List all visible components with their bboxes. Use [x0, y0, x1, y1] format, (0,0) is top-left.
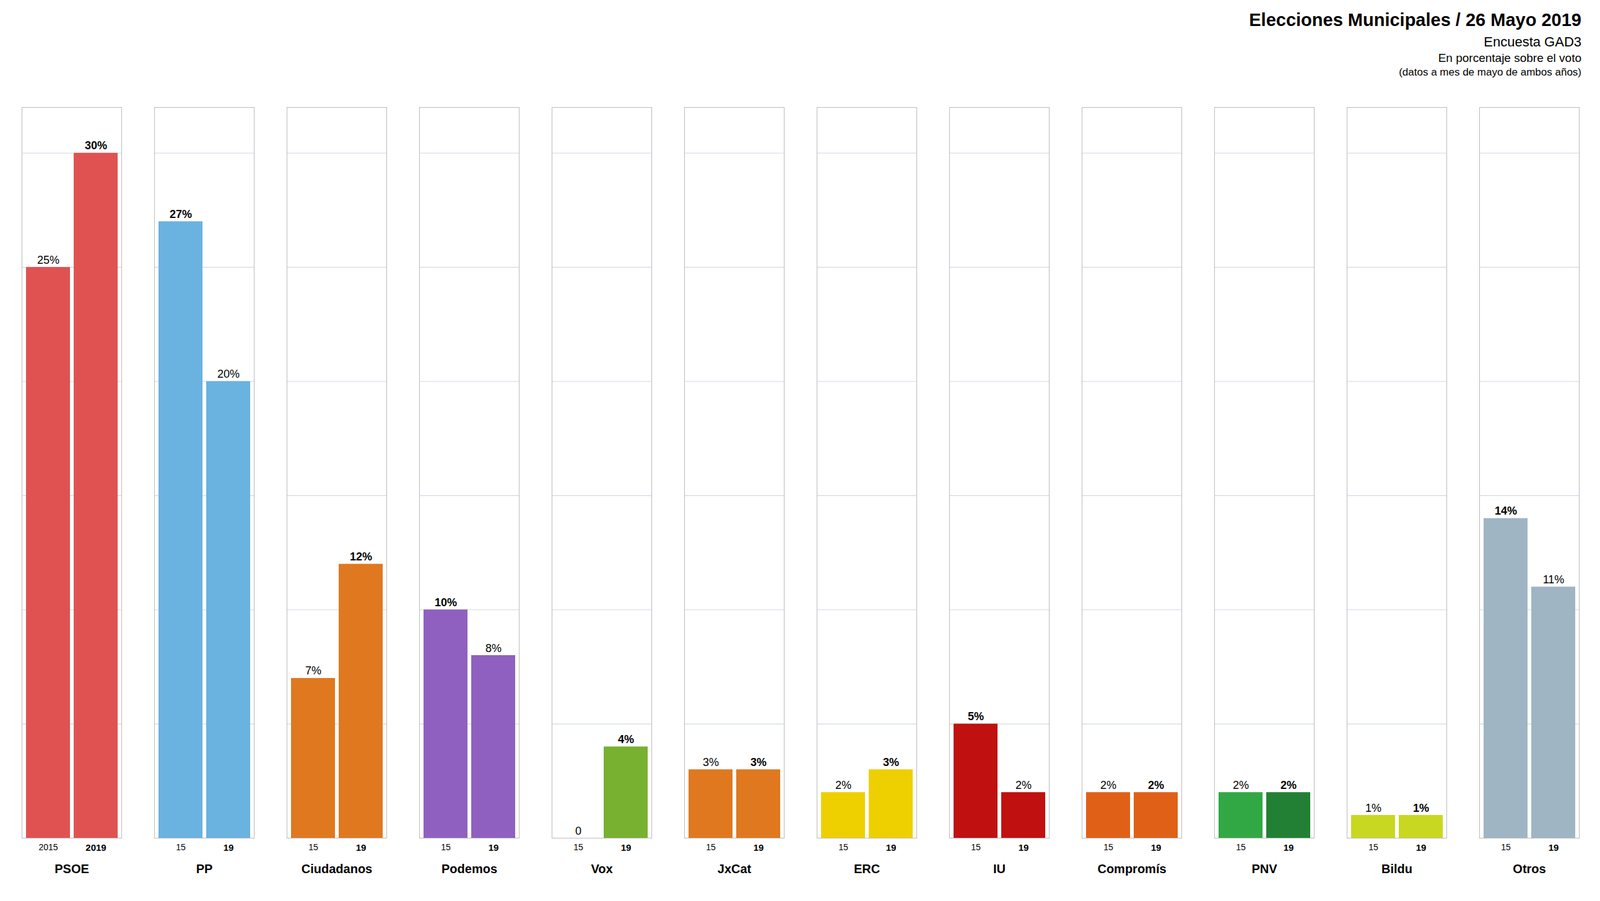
- svg-text:IU: IU: [993, 861, 1006, 876]
- svg-text:15: 15: [1103, 842, 1114, 853]
- svg-text:PSOE: PSOE: [54, 861, 90, 876]
- svg-text:1%: 1%: [1413, 801, 1430, 815]
- svg-text:Otros: Otros: [1512, 861, 1546, 876]
- svg-text:19: 19: [488, 842, 500, 853]
- svg-text:Compromís: Compromís: [1097, 861, 1166, 876]
- svg-text:19: 19: [1151, 842, 1162, 853]
- svg-text:Ciudadanos: Ciudadanos: [301, 861, 373, 876]
- svg-text:19: 19: [753, 842, 765, 853]
- svg-text:15: 15: [705, 842, 716, 853]
- html-text:Encuesta GAD3: Encuesta GAD3: [1483, 34, 1582, 50]
- svg-text:15: 15: [175, 842, 186, 853]
- svg-text:5%: 5%: [967, 710, 984, 723]
- svg-text:27%: 27%: [169, 208, 192, 221]
- html-text:Elecciones Municipales / 26 Ma: Elecciones Municipales / 26 Mayo 2019: [1249, 9, 1582, 30]
- svg-text:15: 15: [308, 842, 319, 853]
- svg-text:15: 15: [970, 842, 981, 853]
- svg-text:2%: 2%: [1015, 778, 1032, 792]
- svg-text:15: 15: [1368, 842, 1379, 853]
- svg-text:2%: 2%: [1280, 778, 1297, 792]
- svg-text:2%: 2%: [1100, 778, 1117, 792]
- html-text:(datos a mes de mayo de ambos: (datos a mes de mayo de ambos años): [1398, 66, 1582, 79]
- svg-text:12%: 12%: [349, 550, 373, 563]
- svg-text:3%: 3%: [882, 756, 900, 769]
- svg-text:PNV: PNV: [1251, 861, 1278, 876]
- svg-text:20%: 20%: [217, 367, 240, 381]
- svg-text:19: 19: [1283, 842, 1295, 853]
- svg-text:ERC: ERC: [853, 861, 880, 876]
- html-text:En porcentaje sobre el voto: En porcentaje sobre el voto: [1438, 51, 1582, 65]
- svg-text:14%: 14%: [1494, 504, 1518, 518]
- svg-text:3%: 3%: [750, 756, 767, 769]
- svg-text:15: 15: [838, 842, 849, 853]
- svg-text:25%: 25%: [37, 253, 60, 267]
- svg-text:15: 15: [1235, 842, 1246, 853]
- svg-text:10%: 10%: [434, 596, 457, 609]
- svg-text:0: 0: [575, 824, 582, 838]
- svg-text:3%: 3%: [702, 756, 719, 769]
- svg-text:19: 19: [223, 842, 235, 853]
- svg-text:Podemos: Podemos: [441, 861, 498, 876]
- svg-text:2015: 2015: [38, 842, 58, 853]
- svg-text:15: 15: [573, 842, 584, 853]
- svg-text:Bildu: Bildu: [1381, 861, 1413, 876]
- svg-text:19: 19: [1416, 842, 1427, 853]
- svg-text:15: 15: [1500, 842, 1511, 853]
- svg-text:15: 15: [440, 842, 451, 853]
- svg-text:4%: 4%: [617, 733, 635, 746]
- svg-text:PP: PP: [196, 861, 214, 876]
- svg-text:19: 19: [1018, 842, 1030, 853]
- svg-text:2%: 2%: [1232, 778, 1249, 792]
- svg-text:11%: 11%: [1543, 573, 1565, 586]
- svg-text:1%: 1%: [1365, 801, 1382, 815]
- svg-text:19: 19: [356, 842, 367, 853]
- svg-text:30%: 30%: [84, 139, 108, 152]
- svg-text:2%: 2%: [835, 778, 852, 792]
- svg-text:2%: 2%: [1147, 778, 1165, 792]
- svg-text:19: 19: [621, 842, 632, 853]
- svg-text:19: 19: [886, 842, 897, 853]
- svg-text:Vox: Vox: [590, 861, 613, 876]
- svg-text:7%: 7%: [305, 664, 322, 677]
- svg-text:JxCat: JxCat: [717, 861, 752, 876]
- svg-text:19: 19: [1548, 842, 1560, 853]
- svg-text:8%: 8%: [485, 642, 502, 655]
- svg-text:2019: 2019: [85, 842, 106, 853]
